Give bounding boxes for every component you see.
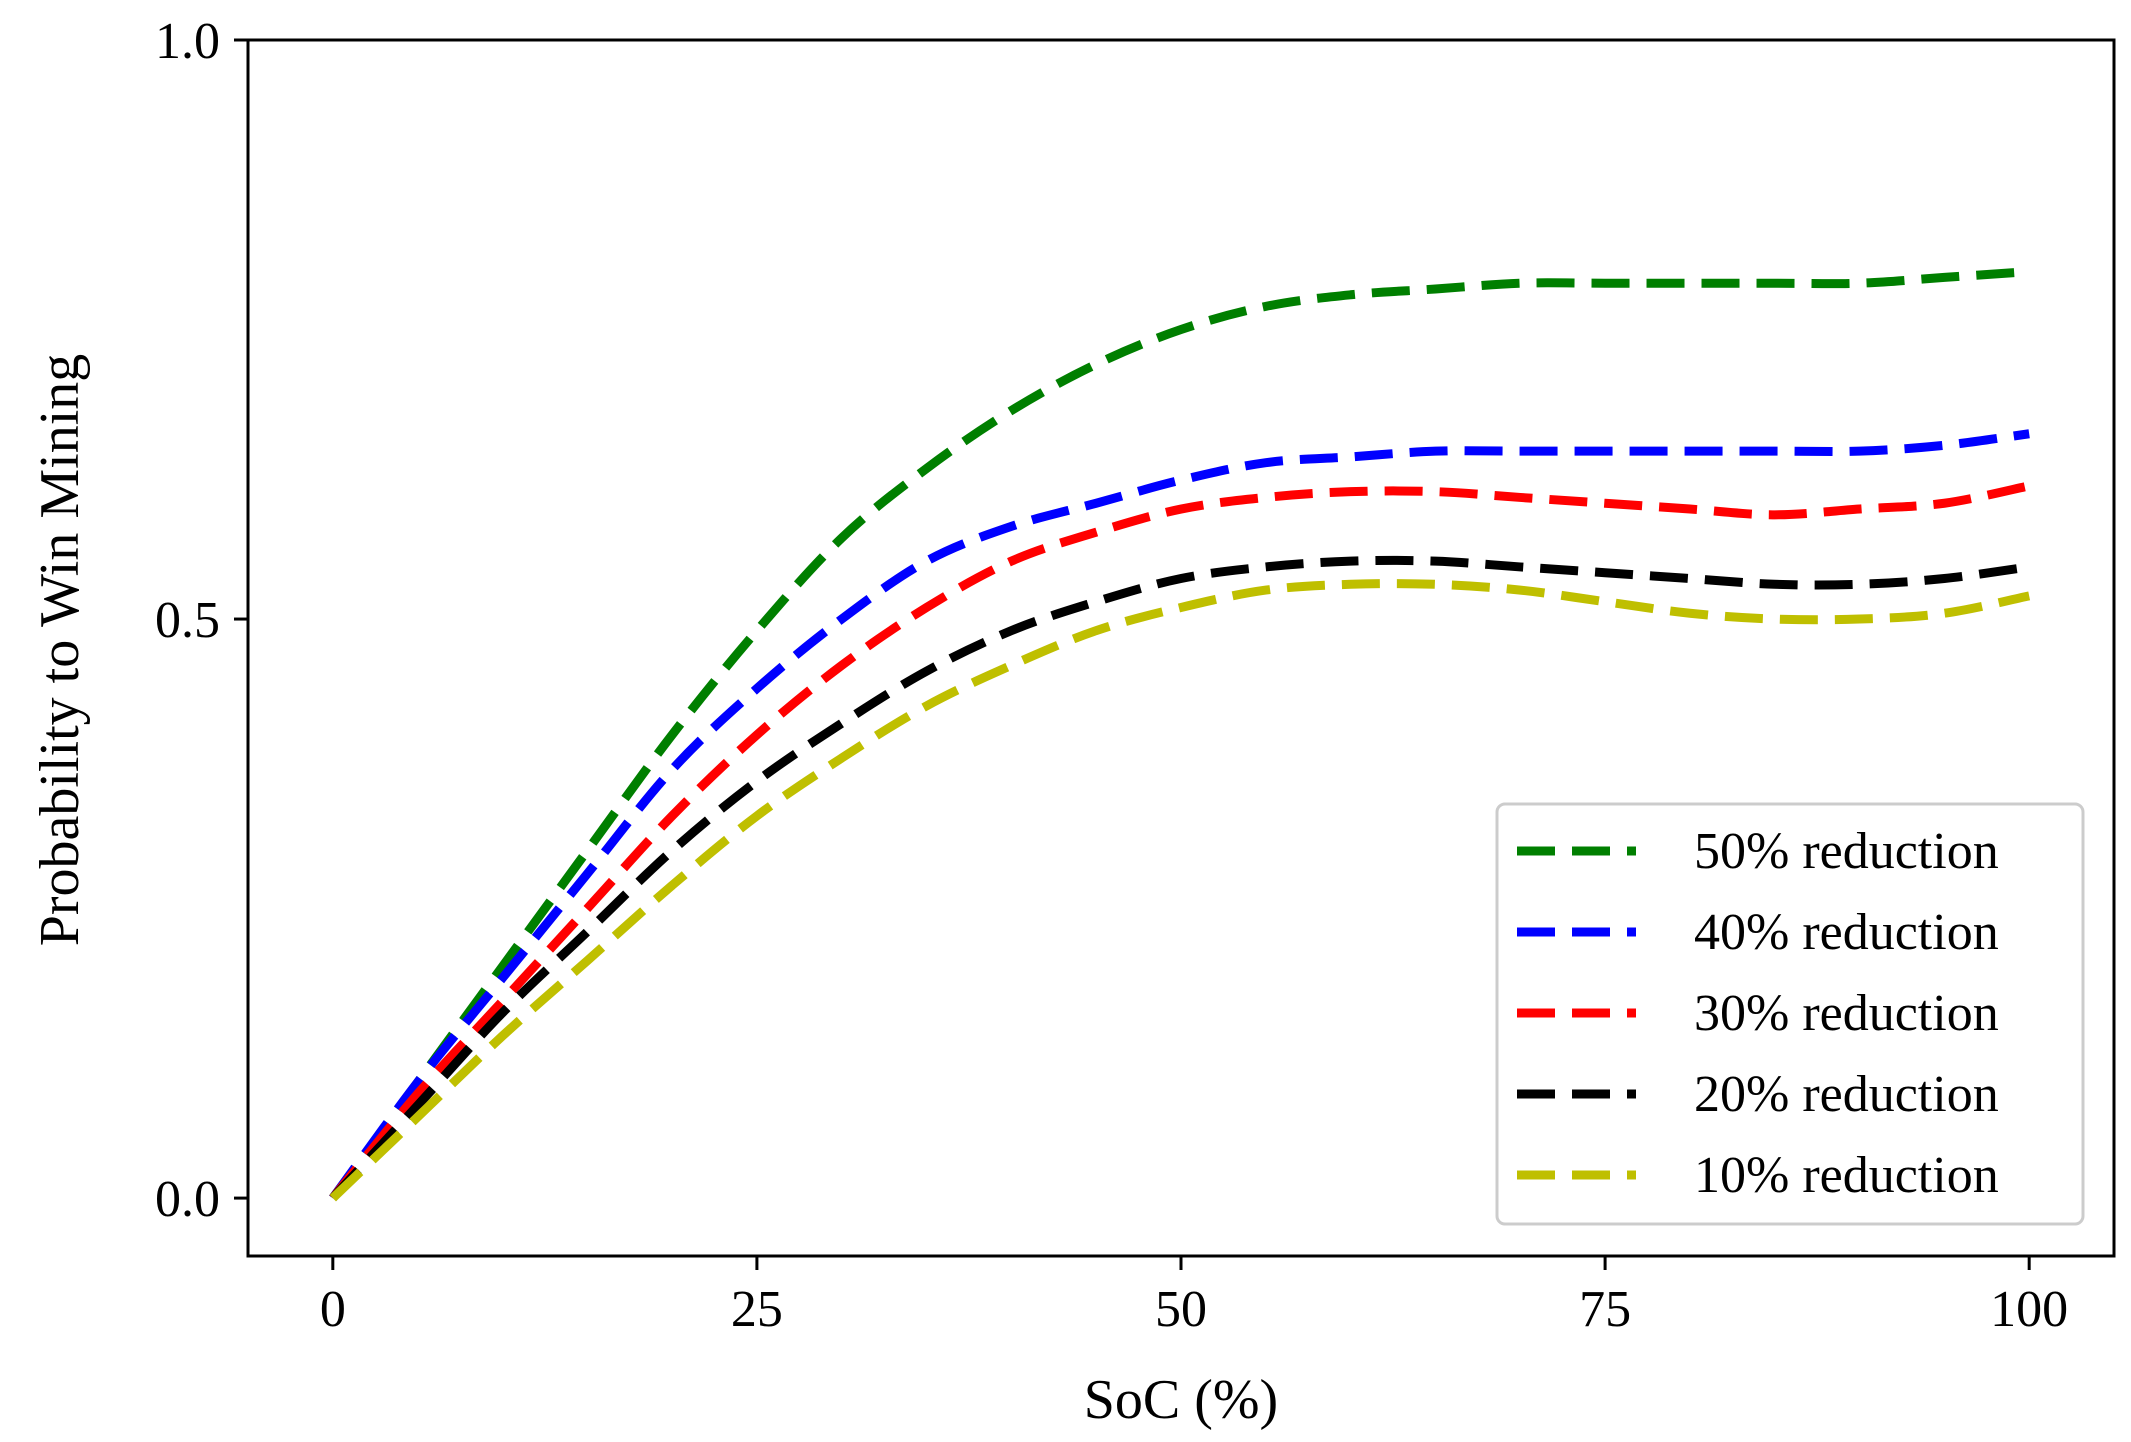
x-tick-label: 50	[1155, 1281, 1207, 1338]
legend-label-30-reduction: 30% reduction	[1694, 985, 1999, 1042]
series-line-20-reduction	[329, 555, 2030, 1202]
y-tick-label: 1.0	[155, 13, 220, 70]
legend: 50% reduction 40% reduction 30% reduction 2…	[1495, 802, 2085, 1226]
series-line-50-reduction	[329, 267, 2030, 1201]
y-axis-ticks: 0.0 0.5 1.0	[155, 13, 248, 1228]
legend-box	[1495, 802, 2085, 1226]
legend-items: 50% reduction 40% reduction 30% reduction 2…	[1517, 823, 1999, 1204]
x-tick-label: 0	[320, 1281, 346, 1338]
y-axis-label: Probability to Win Mining	[29, 354, 91, 947]
series-line-10-reduction	[329, 579, 2031, 1202]
series-group	[329, 267, 2031, 1202]
legend-label-50-reduction: 50% reduction	[1694, 823, 1999, 880]
y-tick-label: 0.0	[155, 1171, 220, 1228]
x-tick-label: 100	[1990, 1281, 2068, 1338]
x-axis-ticks: 0 25 50 75 100	[320, 1256, 2068, 1338]
legend-label-40-reduction: 40% reduction	[1694, 904, 1999, 961]
x-tick-label: 25	[731, 1281, 783, 1338]
x-tick-label: 75	[1579, 1281, 1631, 1338]
x-axis-label: SoC (%)	[1084, 1369, 1278, 1431]
legend-label-10-reduction: 10% reduction	[1694, 1147, 1999, 1204]
series-line-30-reduction	[329, 481, 2031, 1201]
y-tick-label: 0.5	[155, 592, 220, 649]
series-line-40-reduction	[329, 429, 2030, 1201]
legend-label-20-reduction: 20% reduction	[1694, 1066, 1999, 1123]
